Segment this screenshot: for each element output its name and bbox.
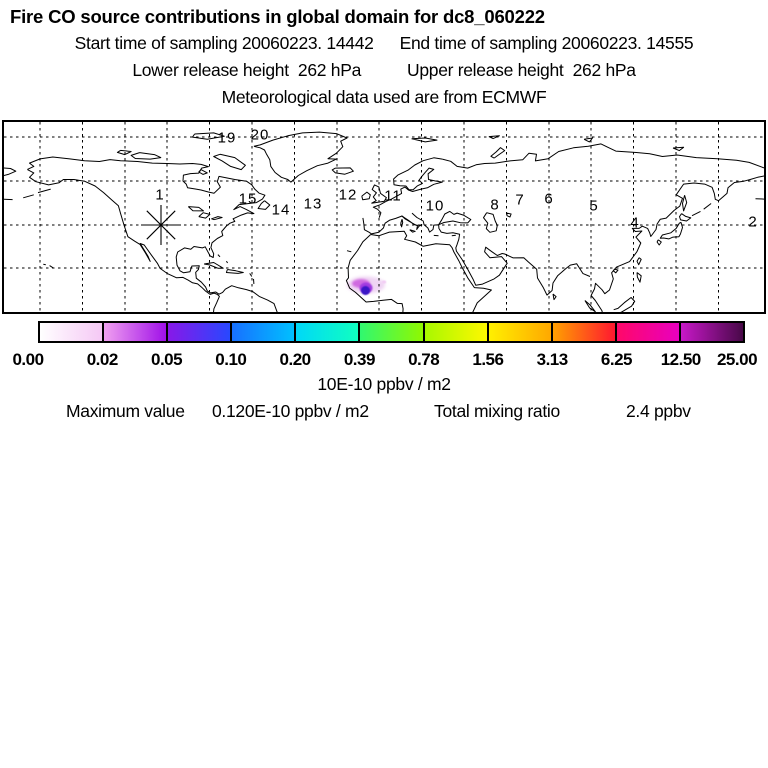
colorbar-tick-0.78: 0.78	[408, 350, 440, 369]
sampling-time-line: Start time of sampling 20060223. 14442 E…	[0, 33, 768, 54]
colorbar-segment-9	[616, 323, 681, 341]
release-height-line: Lower release height 262 hPa Upper relea…	[0, 60, 768, 81]
colorbar-segment-5	[360, 323, 425, 341]
total-mixing-ratio-label: Total mixing ratio	[434, 401, 560, 421]
meteo-source-line: Meteorological data used are from ECMWF	[0, 87, 768, 108]
total-mixing-ratio-number: 2.4 ppbv	[626, 401, 691, 421]
trajectory-day-label-12: 12	[339, 187, 358, 204]
colorbar-segment-7	[488, 323, 553, 341]
lower-release-text: Lower release height 262 hPa	[132, 60, 361, 80]
trajectory-day-label-8: 8	[490, 197, 499, 214]
summary-line: Maximum value 0.120E-10 ppbv / m2 Total …	[0, 401, 768, 421]
trajectory-day-label-6: 6	[544, 191, 553, 208]
meteo-source-text: Meteorological data used are from ECMWF	[221, 87, 547, 107]
end-time-text: End time of sampling 20060223. 14555	[399, 33, 694, 53]
colorbar-segment-6	[424, 323, 489, 341]
upper-release-text: Upper release height 262 hPa	[407, 60, 636, 80]
trajectory-day-label-4: 4	[630, 215, 639, 232]
trajectory-day-label-2: 2	[748, 214, 757, 231]
max-value-label: Maximum value	[66, 401, 185, 421]
colorbar-tick-0.00: 0.00	[12, 350, 44, 369]
colorbar-segment-3	[232, 323, 297, 341]
colorbar	[38, 321, 745, 343]
start-time-text: Start time of sampling 20060223. 14442	[74, 33, 374, 53]
trajectory-day-label-20: 20	[251, 127, 270, 144]
colorbar-tick-6.25: 6.25	[600, 350, 633, 369]
colorbar-tick-0.02: 0.02	[86, 350, 119, 369]
world-map-frame: 1 2 4 5 6 7 8 10 11 12 13 14 15 19 20	[2, 120, 766, 314]
colorbar-segment-4	[296, 323, 361, 341]
colorbar-tick-1.56: 1.56	[472, 350, 504, 369]
trajectory-day-label-15: 15	[239, 191, 258, 208]
colorbar-segment-0	[40, 323, 105, 341]
plot-title: Fire CO source contributions in global d…	[10, 6, 545, 27]
max-value-number: 0.120E-10 ppbv / m2	[212, 401, 369, 421]
coastlines	[4, 131, 764, 312]
colorbar-tick-0.39: 0.39	[343, 350, 376, 369]
receptor-star-marker	[141, 205, 181, 245]
trajectory-day-label-5: 5	[589, 198, 598, 215]
colorbar-tick-3.13: 3.13	[536, 350, 569, 369]
source-contribution-plume	[361, 286, 370, 295]
colorbar-units: 10E-10 ppbv / m2	[317, 374, 451, 394]
colorbar-tick-0.10: 0.10	[215, 350, 247, 369]
trajectory-day-label-13: 13	[304, 196, 323, 213]
colorbar-segment-8	[552, 323, 617, 341]
trajectory-day-label-7: 7	[515, 192, 524, 209]
colorbar-segment-10	[680, 323, 744, 341]
colorbar-segment-1	[104, 323, 169, 341]
colorbar-tick-25.00: 25.00	[716, 350, 758, 369]
colorbar-segment-2	[168, 323, 233, 341]
colorbar-tick-12.50: 12.50	[660, 350, 702, 369]
colorbar-tick-0.05: 0.05	[150, 350, 183, 369]
trajectory-day-label-1: 1	[155, 187, 164, 204]
trajectory-day-label-19: 19	[218, 130, 237, 147]
source-contribution-plume	[381, 280, 387, 284]
trajectory-day-label-14: 14	[272, 202, 291, 219]
colorbar-tick-labels: 0.00 0.02 0.05 0.10 0.20 0.39 0.78 1.56 3.13 6.25…	[0, 350, 768, 370]
trajectory-day-label-11: 11	[384, 188, 402, 205]
trajectory-day-label-10: 10	[426, 198, 445, 215]
colorbar-tick-0.20: 0.20	[279, 350, 312, 369]
